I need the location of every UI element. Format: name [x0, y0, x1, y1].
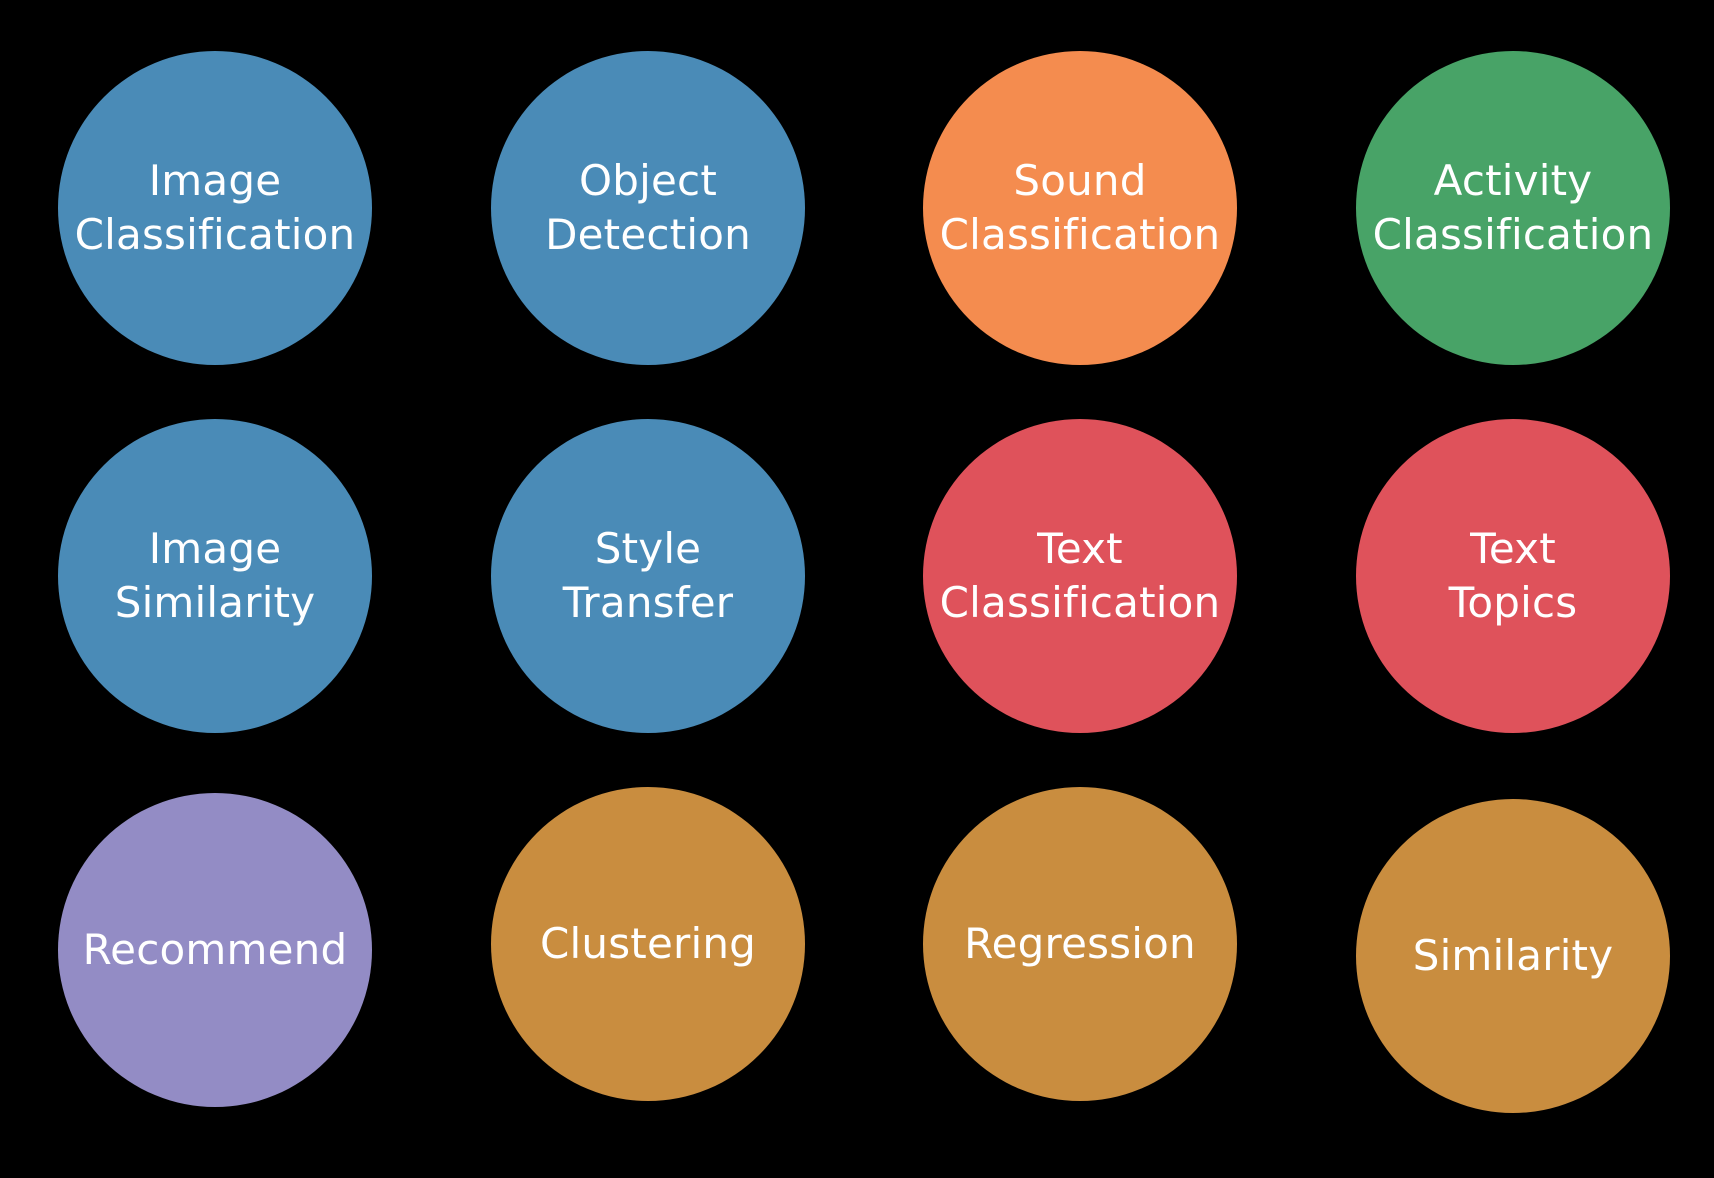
circle-label-line-2: Topics	[1448, 578, 1578, 627]
image-similarity-circle: Image Similarity	[58, 419, 372, 733]
circle-label: Activity Classification	[1373, 154, 1654, 262]
circle-label-line-2: Classification	[74, 210, 356, 259]
object-detection-circle: Object Detection	[491, 51, 805, 365]
regression-circle: Regression	[923, 787, 1237, 1101]
image-classification-circle: Image Classification	[58, 51, 372, 365]
style-transfer-circle: Style Transfer	[491, 419, 805, 733]
circle-label-line-1: Style	[594, 524, 702, 573]
circle-label-line-2: Transfer	[562, 578, 734, 627]
text-topics-circle: Text Topics	[1356, 419, 1670, 733]
circle-label-line-1: Text	[1037, 524, 1123, 573]
circle-label-line-1: Image	[148, 156, 282, 205]
text-classification-circle: Text Classification	[923, 419, 1237, 733]
circle-label-line-1: Object	[579, 156, 717, 205]
similarity-circle: Similarity	[1356, 799, 1670, 1113]
circle-label-line-2: Similarity	[114, 578, 316, 627]
circle-label: Style Transfer	[563, 522, 733, 630]
circle-label: Sound Classification	[940, 154, 1221, 262]
circle-label: Text Classification	[940, 522, 1221, 630]
circle-label: Recommend	[83, 923, 348, 977]
circle-label-line-1: Similarity	[1412, 931, 1614, 980]
circle-label: Text Topics	[1449, 522, 1578, 630]
circle-label-line-1: Text	[1470, 524, 1556, 573]
circle-label: Object Detection	[545, 154, 751, 262]
circle-label-line-2: Classification	[939, 578, 1221, 627]
circle-label-line-1: Clustering	[539, 919, 757, 968]
circle-label-line-1: Image	[148, 524, 282, 573]
sound-classification-circle: Sound Classification	[923, 51, 1237, 365]
circle-label: Regression	[964, 917, 1196, 971]
circle-label-line-1: Regression	[964, 919, 1196, 968]
circle-label-line-2: Classification	[1372, 210, 1654, 259]
circle-label: Clustering	[540, 917, 756, 971]
circle-label: Image Similarity	[115, 522, 316, 630]
clustering-circle: Clustering	[491, 787, 805, 1101]
circle-label-line-2: Detection	[545, 210, 751, 259]
circle-label-line-1: Sound	[1013, 156, 1147, 205]
circle-label-line-2: Classification	[939, 210, 1221, 259]
circle-label-line-1: Activity	[1433, 156, 1593, 205]
circle-label: Similarity	[1413, 929, 1614, 983]
circle-label: Image Classification	[75, 154, 356, 262]
circle-label-line-1: Recommend	[82, 925, 348, 974]
recommend-circle: Recommend	[58, 793, 372, 1107]
activity-classification-circle: Activity Classification	[1356, 51, 1670, 365]
